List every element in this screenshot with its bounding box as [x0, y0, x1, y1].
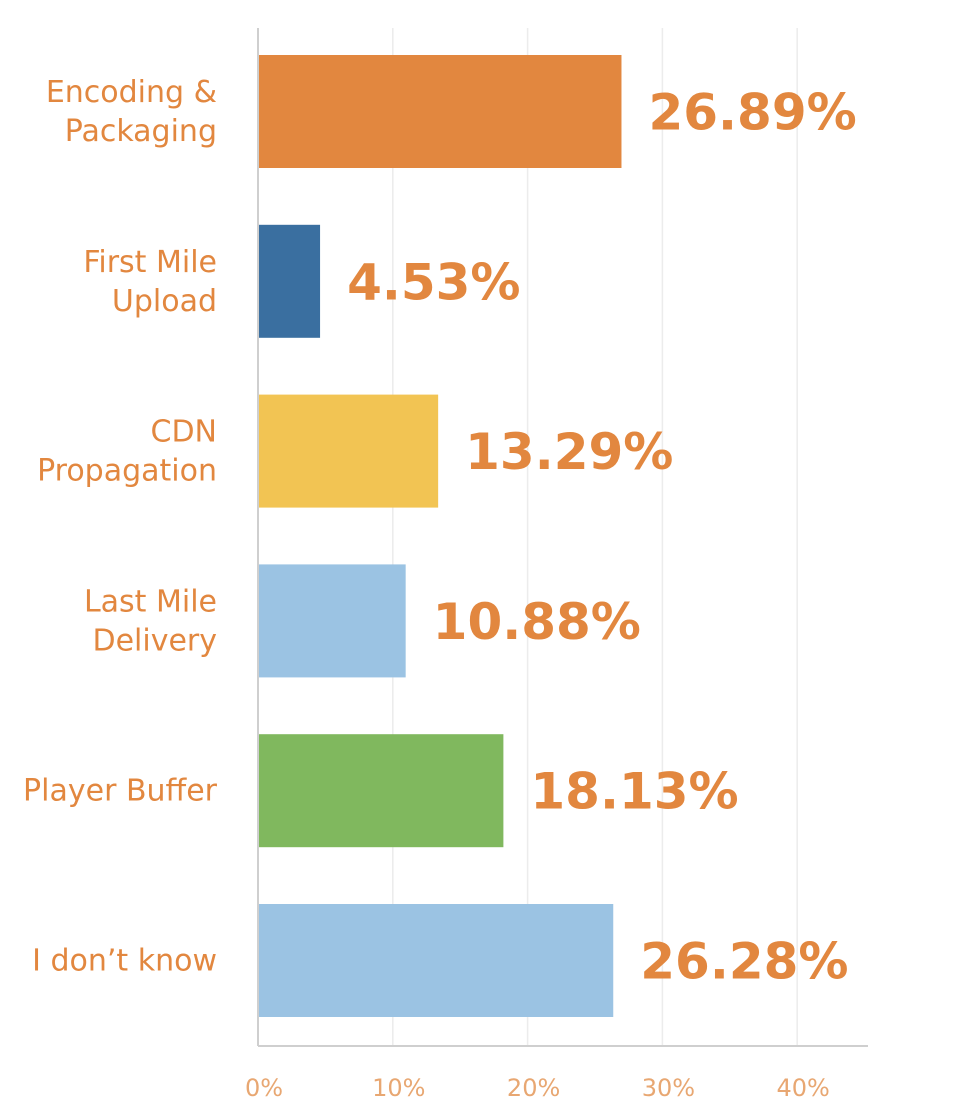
category-label-encoding-packaging: Encoding & Packaging: [46, 75, 217, 149]
category-label-first-mile-upload: First Mile Upload: [83, 245, 217, 319]
bar-i-don-t-know: [259, 904, 614, 1017]
x-tick-label-40: 40%: [777, 1074, 830, 1102]
grid-lines: [392, 28, 798, 1046]
category-label-player-buffer: Player Buffer: [23, 774, 218, 809]
category-label-cdn-propagation: CDN Propagation: [37, 415, 217, 489]
bars: [259, 55, 622, 1017]
value-label-last-mile-delivery: 10.88%: [433, 593, 641, 651]
value-label-first-mile-upload: 4.53%: [347, 253, 520, 311]
category-labels: Encoding & Packaging First Mile Upload CDN Pr…: [23, 75, 218, 979]
value-label-i-don-t-know: 26.28%: [640, 933, 848, 991]
value-label-encoding-packaging: 26.89%: [648, 84, 856, 142]
x-tick-label-10: 10%: [372, 1074, 425, 1102]
bar-cdn-propagation: [259, 394, 439, 508]
value-label-player-buffer: 18.13%: [530, 763, 738, 821]
value-labels: 26.89% 4.53% 13.29% 10.88% 18.13% 26.28%: [347, 84, 857, 991]
x-tick-label-30: 30%: [642, 1074, 695, 1102]
value-label-cdn-propagation: 13.29%: [465, 423, 673, 481]
bar-encoding-packaging: [259, 55, 622, 168]
bar-player-buffer: [259, 734, 504, 848]
category-label-i-don-t-know: I don’t know: [32, 944, 217, 979]
x-tick-labels: 0% 10% 20% 30% 40%: [245, 1074, 830, 1102]
x-tick-label-20: 20%: [507, 1074, 560, 1102]
bar-first-mile-upload: [259, 224, 321, 338]
category-label-last-mile-delivery: Last Mile Delivery: [84, 584, 217, 658]
bar-last-mile-delivery: [259, 564, 406, 678]
x-tick-label-0: 0%: [245, 1074, 283, 1102]
